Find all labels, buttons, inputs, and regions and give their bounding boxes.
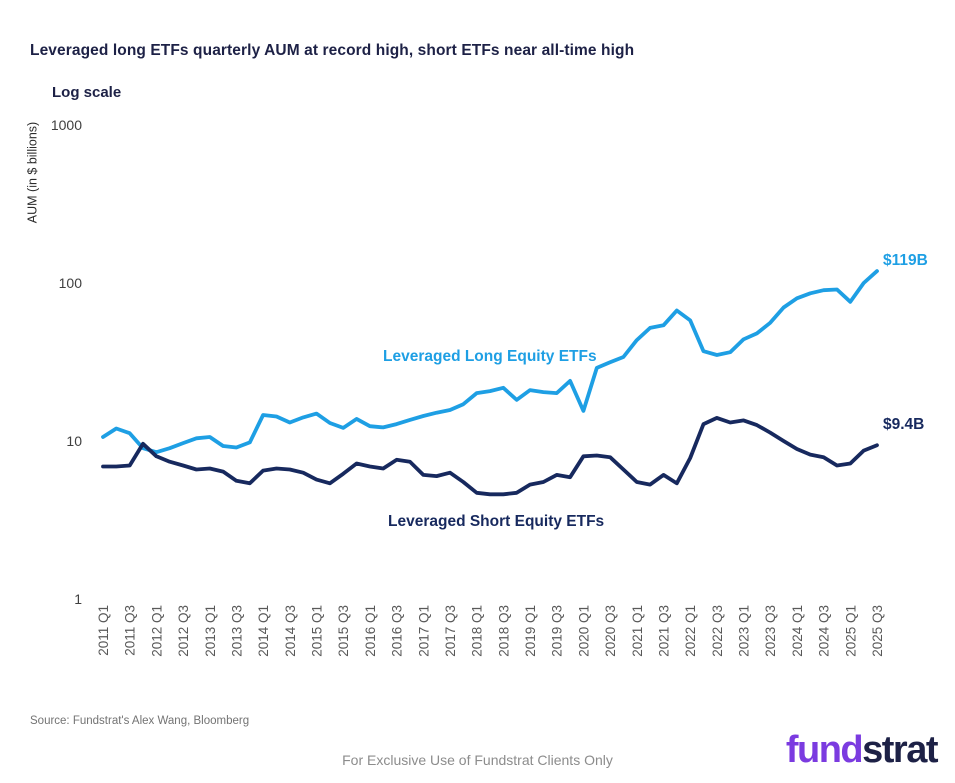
x-tick-label: 2012 Q1 (149, 605, 164, 657)
x-tick-label: 2021 Q1 (630, 605, 645, 657)
fundstrat-logo: fundstrat (785, 729, 939, 772)
x-tick-label: 2022 Q3 (710, 605, 725, 657)
x-tick-label: 2022 Q1 (683, 605, 698, 657)
x-tick-label: 2024 Q3 (817, 605, 832, 657)
x-tick-label: 2025 Q1 (843, 605, 858, 657)
y-tick-label: 1 (74, 591, 82, 607)
x-tick-label: 2015 Q1 (310, 605, 325, 657)
x-tick-label: 2023 Q1 (737, 605, 752, 657)
x-tick-label: 2012 Q3 (176, 605, 191, 657)
y-tick-label: 10 (66, 433, 82, 449)
source-note: Source: Fundstrat's Alex Wang, Bloomberg (30, 715, 250, 727)
x-tick-label: 2020 Q3 (603, 605, 618, 657)
x-tick-label: 2016 Q1 (363, 605, 378, 657)
x-tick-label: 2017 Q1 (416, 605, 431, 657)
log-scale-note: Log scale (52, 84, 122, 101)
x-tick-label: 2018 Q1 (470, 605, 485, 657)
y-tick-label: 1000 (51, 117, 82, 133)
x-tick-label: 2014 Q3 (283, 605, 298, 657)
x-tick-label: 2014 Q1 (256, 605, 271, 657)
logo-strat-part: strat (862, 729, 938, 771)
chart-title: Leveraged long ETFs quarterly AUM at rec… (30, 42, 635, 59)
x-tick-label: 2011 Q1 (96, 605, 111, 656)
short-series-end-value: $9.4B (883, 416, 925, 433)
x-tick-label: 2016 Q3 (390, 605, 405, 657)
logo-fund-part: fund (785, 729, 864, 771)
x-tick-label: 2013 Q1 (203, 605, 218, 657)
x-tick-label: 2019 Q3 (550, 605, 565, 657)
x-tick-label: 2013 Q3 (229, 605, 244, 657)
x-tick-label: 2024 Q1 (790, 605, 805, 657)
x-tick-label: 2018 Q3 (496, 605, 511, 657)
y-tick-label: 100 (59, 275, 83, 291)
x-tick-label: 2021 Q3 (656, 605, 671, 657)
long-series-end-value: $119B (883, 252, 928, 269)
disclaimer-text: For Exclusive Use of Fundstrat Clients O… (342, 752, 613, 768)
short-series-label: Leveraged Short Equity ETFs (388, 513, 605, 530)
x-tick-label: 2019 Q1 (523, 605, 538, 657)
x-tick-label: 2023 Q3 (763, 605, 778, 657)
short-series-line (101, 415, 879, 497)
long-series-line (101, 269, 879, 455)
x-tick-label: 2020 Q1 (576, 605, 591, 657)
x-tick-label: 2015 Q3 (336, 605, 351, 657)
x-tick-label: 2025 Q3 (870, 605, 885, 657)
x-tick-label: 2011 Q3 (123, 605, 138, 656)
long-series-label: Leveraged Long Equity ETFs (383, 348, 597, 365)
x-tick-label: 2017 Q3 (443, 605, 458, 657)
